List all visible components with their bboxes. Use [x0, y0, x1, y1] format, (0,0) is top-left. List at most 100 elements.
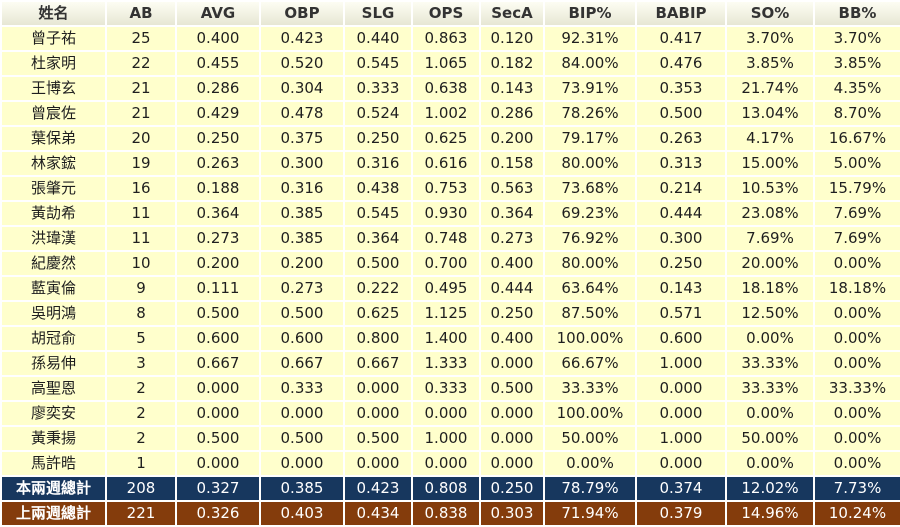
stat-cell: 0.273: [259, 275, 345, 302]
stat-cell: 0.000: [343, 375, 413, 402]
stat-cell: 0.158: [479, 150, 545, 177]
stat-cell: 33.33%: [725, 350, 815, 377]
stat-cell: 0.000: [259, 450, 345, 477]
stat-cell: 0.120: [479, 25, 545, 52]
stat-cell: 0.304: [259, 75, 345, 102]
column-header-name: 姓名: [0, 0, 107, 27]
stat-cell: 9: [105, 275, 177, 302]
stat-cell: 0.00%: [725, 450, 815, 477]
totals-stat-cell: 78.79%: [543, 475, 637, 502]
stat-cell: 0.625: [411, 125, 481, 152]
stat-cell: 1.400: [411, 325, 481, 352]
stat-cell: 0.263: [175, 150, 261, 177]
stat-cell: 0.444: [479, 275, 545, 302]
stat-cell: 0.250: [635, 250, 727, 277]
player-name-cell: 洪瑋漢: [0, 225, 107, 252]
column-header-bb-pct: BB%: [813, 0, 900, 27]
stat-cell: 0.111: [175, 275, 261, 302]
stat-cell: 0.375: [259, 125, 345, 152]
stat-cell: 1.000: [635, 350, 727, 377]
stat-cell: 0.438: [343, 175, 413, 202]
table-foot: 本兩週總計 208 0.327 0.385 0.423 0.808 0.250 78.79% 0…: [0, 475, 900, 527]
stat-cell: 7.69%: [813, 225, 900, 252]
totals-stat-cell: 0.327: [175, 475, 261, 502]
stat-cell: 8.70%: [813, 100, 900, 127]
stat-cell: 0.316: [259, 175, 345, 202]
stat-cell: 0.440: [343, 25, 413, 52]
stat-cell: 0.455: [175, 50, 261, 77]
stat-cell: 0.000: [175, 400, 261, 427]
totals-stat-cell: 0.385: [259, 475, 345, 502]
stat-cell: 0.364: [479, 200, 545, 227]
stat-cell: 0.263: [635, 125, 727, 152]
stat-cell: 11: [105, 225, 177, 252]
stat-cell: 33.33%: [813, 375, 900, 402]
stat-cell: 80.00%: [543, 250, 637, 277]
stat-cell: 0.417: [635, 25, 727, 52]
stat-cell: 0.616: [411, 150, 481, 177]
player-name-cell: 曾宸佐: [0, 100, 107, 127]
stat-cell: 19: [105, 150, 177, 177]
totals-stat-cell: 0.434: [343, 500, 413, 527]
stat-cell: 73.91%: [543, 75, 637, 102]
stat-cell: 0.00%: [813, 400, 900, 427]
stat-cell: 16.67%: [813, 125, 900, 152]
stat-cell: 0.500: [343, 250, 413, 277]
player-row: 廖奕安 2 0.000 0.000 0.000 0.000 0.000 100.00% 0.00…: [0, 400, 900, 427]
stat-cell: 4.17%: [725, 125, 815, 152]
stat-cell: 0.000: [479, 450, 545, 477]
player-row: 洪瑋漢 11 0.273 0.385 0.364 0.748 0.273 76.92% 0.30…: [0, 225, 900, 252]
stat-cell: 13.04%: [725, 100, 815, 127]
stat-cell: 0.00%: [813, 450, 900, 477]
stat-cell: 7.69%: [725, 225, 815, 252]
column-header-avg: AVG: [175, 0, 261, 27]
stat-cell: 0.423: [259, 25, 345, 52]
stat-cell: 33.33%: [543, 375, 637, 402]
column-header-seca: SecA: [479, 0, 545, 27]
stat-cell: 100.00%: [543, 325, 637, 352]
totals-stat-cell: 0.403: [259, 500, 345, 527]
stat-cell: 0.385: [259, 225, 345, 252]
stat-cell: 21.74%: [725, 75, 815, 102]
stat-cell: 0.300: [259, 150, 345, 177]
column-header-so-pct: SO%: [725, 0, 815, 27]
stat-cell: 21: [105, 100, 177, 127]
stat-cell: 3: [105, 350, 177, 377]
player-name-cell: 紀慶然: [0, 250, 107, 277]
player-name-cell: 孫易伸: [0, 350, 107, 377]
stat-cell: 0.000: [411, 400, 481, 427]
stat-cell: 0.214: [635, 175, 727, 202]
stat-cell: 0.333: [411, 375, 481, 402]
stat-cell: 18.18%: [813, 275, 900, 302]
player-row: 曾宸佐 21 0.429 0.478 0.524 1.002 0.286 78.26% 0.50…: [0, 100, 900, 127]
stat-cell: 1.333: [411, 350, 481, 377]
player-row: 黃劼希 11 0.364 0.385 0.545 0.930 0.364 69.23% 0.44…: [0, 200, 900, 227]
header-row: 姓名 AB AVG OBP SLG OPS SecA BIP% BABIP SO% BB%: [0, 0, 900, 27]
stat-cell: 69.23%: [543, 200, 637, 227]
stat-cell: 0.000: [635, 450, 727, 477]
stat-cell: 1.125: [411, 300, 481, 327]
column-header-slg: SLG: [343, 0, 413, 27]
stat-cell: 63.64%: [543, 275, 637, 302]
stat-cell: 0.500: [259, 425, 345, 452]
stat-cell: 1.000: [411, 425, 481, 452]
player-row: 胡冠俞 5 0.600 0.600 0.800 1.400 0.400 100.00% 0.60…: [0, 325, 900, 352]
stat-cell: 0.00%: [813, 325, 900, 352]
totals-stat-cell: 221: [105, 500, 177, 527]
totals-stat-cell: 12.02%: [725, 475, 815, 502]
totals-stat-cell: 0.250: [479, 475, 545, 502]
player-name-cell: 廖奕安: [0, 400, 107, 427]
totals-stat-cell: 0.423: [343, 475, 413, 502]
column-header-bip-pct: BIP%: [543, 0, 637, 27]
stat-cell: 0.500: [343, 425, 413, 452]
table-body: 曾子祐 25 0.400 0.423 0.440 0.863 0.120 92.31% 0.41…: [0, 25, 900, 477]
stat-cell: 15.00%: [725, 150, 815, 177]
stat-cell: 5: [105, 325, 177, 352]
stat-cell: 1.002: [411, 100, 481, 127]
stat-cell: 0.200: [479, 125, 545, 152]
player-row: 孫易伸 3 0.667 0.667 0.667 1.333 0.000 66.67% 1.000…: [0, 350, 900, 377]
stat-cell: 22: [105, 50, 177, 77]
stat-cell: 1: [105, 450, 177, 477]
stat-cell: 20.00%: [725, 250, 815, 277]
stat-cell: 0.000: [259, 400, 345, 427]
